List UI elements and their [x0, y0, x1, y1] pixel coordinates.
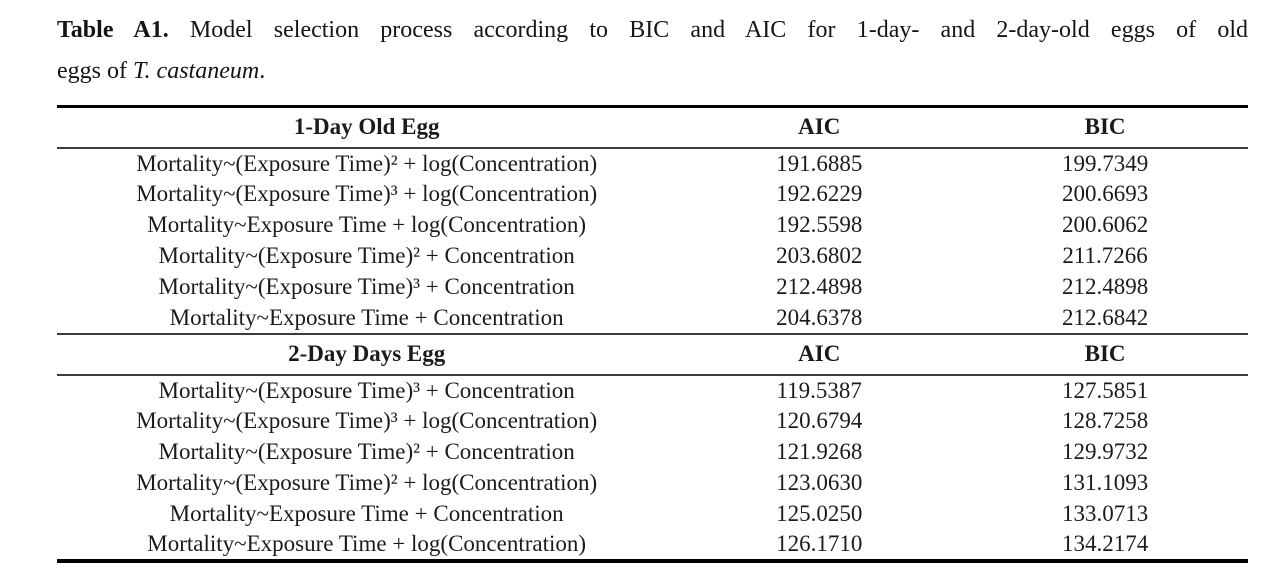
aic-column-header: AIC [676, 332, 963, 376]
table-row: Mortality~(Exposure Time)³ + log(Concent… [57, 179, 1248, 210]
bic-cell: 128.7258 [1061, 408, 1149, 433]
aic-cell: 121.9268 [776, 439, 863, 464]
aic-cell: 120.6794 [776, 408, 863, 433]
aic-cell: 192.6229 [776, 181, 863, 206]
aic-cell: 203.6802 [776, 243, 863, 268]
bic-cell: 212.4898 [1061, 274, 1149, 299]
caption-text-line-1: Model selection process according to BIC… [189, 17, 1249, 43]
bic-cell: 200.6693 [1061, 181, 1149, 206]
table-row: Mortality~(Exposure Time)² + log(Concent… [57, 468, 1248, 499]
table-row: Mortality~(Exposure Time)² + Concentrati… [57, 241, 1248, 272]
bic-cell: 131.1093 [1061, 470, 1149, 495]
model-cell: Mortality~(Exposure Time)² + log(Concent… [136, 470, 598, 495]
bic-cell: 134.2174 [1061, 531, 1149, 556]
model-cell: Mortality~(Exposure Time)³ + Concentrati… [158, 377, 575, 403]
section-1-title: 1-Day Old Egg [57, 106, 677, 149]
bic-column-header: BIC [962, 106, 1248, 149]
table-row: Mortality~Exposure Time + Concentration … [57, 303, 1248, 334]
aic-cell: 191.6885 [776, 150, 863, 176]
bic-column-header: BIC [962, 332, 1248, 376]
model-cell: Mortality~Exposure Time + log(Concentrat… [147, 212, 587, 237]
table-caption: Table A1. Model selection process accord… [57, 10, 1248, 92]
caption-line-2: eggs of T. castaneum. [57, 51, 1248, 92]
bic-cell: 127.5851 [1061, 377, 1149, 403]
caption-line-1: Table A1. Model selection process accord… [57, 10, 1248, 51]
table-row: Mortality~Exposure Time + log(Concentrat… [57, 530, 1248, 561]
aic-cell: 126.1710 [776, 531, 863, 556]
caption-text-line-2: eggs of [57, 58, 133, 84]
aic-cell: 204.6378 [776, 304, 863, 330]
species-name: T. castaneum [132, 58, 260, 84]
aic-cell: 123.0630 [776, 470, 863, 495]
model-cell: Mortality~(Exposure Time)³ + log(Concent… [136, 181, 598, 206]
table-row: Mortality~Exposure Time + Concentration … [57, 499, 1248, 530]
section-2-title: 2-Day Days Egg [57, 332, 677, 376]
model-selection-table: 1-Day Old Egg AIC BIC Mortality~(Exposur… [57, 105, 1248, 563]
model-cell: Mortality~(Exposure Time)² + Concentrati… [158, 439, 575, 464]
table-row: Mortality~(Exposure Time)² + Concentrati… [57, 437, 1248, 468]
table-row: Mortality~(Exposure Time)³ + log(Concent… [57, 406, 1248, 437]
aic-cell: 192.5598 [776, 212, 863, 237]
section-2-header-row: 2-Day Days Egg AIC BIC [57, 332, 1248, 376]
model-cell: Mortality~(Exposure Time)³ + log(Concent… [136, 408, 598, 433]
model-cell: Mortality~(Exposure Time)² + Concentrati… [158, 243, 575, 268]
table-row: Mortality~Exposure Time + log(Concentrat… [57, 210, 1248, 241]
table-row: Mortality~(Exposure Time)³ + Concentrati… [57, 272, 1248, 303]
caption-period: . [259, 58, 266, 84]
bic-cell: 133.0713 [1061, 501, 1149, 526]
aic-column-header: AIC [676, 106, 963, 149]
model-cell: Mortality~(Exposure Time)³ + Concentrati… [158, 274, 575, 299]
bic-cell: 212.6842 [1061, 304, 1149, 330]
bic-cell: 211.7266 [1062, 243, 1148, 268]
table-row: Mortality~(Exposure Time)² + log(Concent… [57, 148, 1248, 179]
bic-cell: 200.6062 [1061, 212, 1149, 237]
model-cell: Mortality~Exposure Time + Concentration [169, 501, 564, 526]
model-cell: Mortality~Exposure Time + log(Concentrat… [147, 531, 587, 556]
model-cell: Mortality~(Exposure Time)² + log(Concent… [136, 150, 598, 176]
bic-cell: 199.7349 [1061, 150, 1149, 176]
table-row: Mortality~(Exposure Time)³ + Concentrati… [57, 375, 1248, 406]
caption-label: Table A1. [57, 17, 169, 43]
section-1-header-row: 1-Day Old Egg AIC BIC [57, 106, 1248, 149]
aic-cell: 125.0250 [776, 501, 863, 526]
model-cell: Mortality~Exposure Time + Concentration [169, 304, 564, 330]
aic-cell: 212.4898 [776, 274, 863, 299]
aic-cell: 119.5387 [776, 377, 862, 403]
bic-cell: 129.9732 [1061, 439, 1149, 464]
